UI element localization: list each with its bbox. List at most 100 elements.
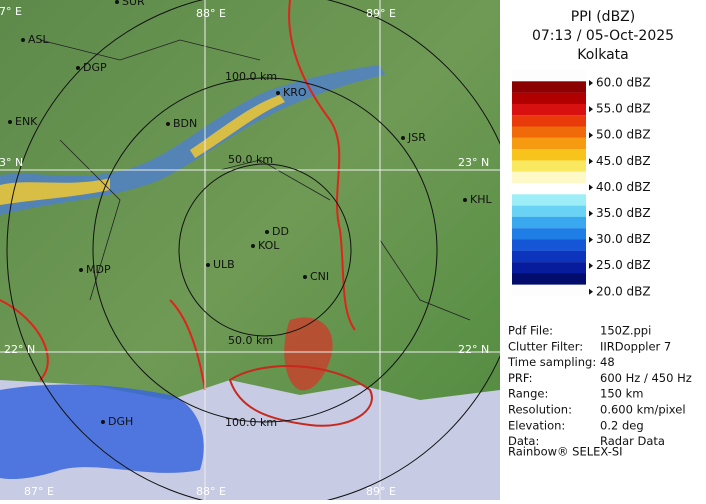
legend-arrow xyxy=(589,288,593,295)
grid-label: 22° N xyxy=(458,343,489,356)
info-panel: PPI (dBZ) 07:13 / 05-Oct-2025 Kolkata 60… xyxy=(500,0,706,500)
city-label: ASL xyxy=(28,33,50,46)
range-ring xyxy=(92,77,438,423)
info-value: Radar Data xyxy=(600,434,665,448)
city-dot xyxy=(115,0,119,4)
grid-label: 87° E xyxy=(24,485,54,498)
legend-label: 25.0 dBZ xyxy=(596,258,651,272)
grid-label: 89° E xyxy=(366,7,396,20)
city-label: DGP xyxy=(83,61,107,74)
city-dot xyxy=(21,38,25,42)
scale-band xyxy=(512,228,586,240)
info-key: Pdf File: xyxy=(508,324,553,338)
legend-label: 35.0 dBZ xyxy=(596,206,651,220)
scale-band xyxy=(512,92,586,104)
scale-band xyxy=(512,262,586,274)
echo-sea xyxy=(0,384,204,480)
ring-label: 100.0 km xyxy=(225,416,277,429)
legend-arrow xyxy=(589,158,593,165)
district-boundary xyxy=(39,39,471,321)
info-value: 600 Hz / 450 Hz xyxy=(600,371,692,385)
city-dot xyxy=(251,244,255,248)
footer: Rainbow® SELEX-SI xyxy=(508,445,623,459)
panel-title: PPI (dBZ) xyxy=(571,9,635,25)
scale-band xyxy=(512,273,586,285)
grid-label: 87° E xyxy=(0,5,22,18)
echo-core xyxy=(0,178,110,205)
city-label: DGH xyxy=(108,415,133,428)
grid-label: 88° E xyxy=(196,485,226,498)
info-value: 0.600 km/pixel xyxy=(600,403,686,417)
coastline xyxy=(228,365,373,427)
info-key: Clutter Filter: xyxy=(508,339,583,353)
echo-core xyxy=(284,317,333,391)
legend-arrow xyxy=(589,106,593,113)
legend-label: 55.0 dBZ xyxy=(596,102,651,116)
legend-arrow xyxy=(589,80,593,86)
info-key: Time sampling: xyxy=(507,355,596,369)
city-dot xyxy=(265,230,269,234)
legend-label: 20.0 dBZ xyxy=(596,284,651,298)
city-label: JSR xyxy=(407,131,426,144)
scale-band xyxy=(512,103,586,116)
info-table: Pdf File: 150Z.ppi Clutter Filter: IIRDoppl… xyxy=(507,324,692,449)
scale-band xyxy=(512,194,586,206)
city-dot xyxy=(166,122,170,126)
scale-band xyxy=(512,137,586,150)
scale-band xyxy=(512,250,586,263)
city-label: ULB xyxy=(213,258,235,271)
info-value: 48 xyxy=(600,355,615,369)
scale-band xyxy=(512,284,586,297)
city-dot xyxy=(463,198,467,202)
city-label: BDN xyxy=(173,117,197,130)
info-key: PRF: xyxy=(508,371,533,385)
city-label: KOL xyxy=(258,239,280,252)
ring-label: 50.0 km xyxy=(228,153,273,166)
scale-band xyxy=(512,216,586,229)
city-label: KRO xyxy=(283,86,307,99)
scale-band xyxy=(512,205,586,217)
legend-label: 45.0 dBZ xyxy=(596,154,651,168)
grid-label: 22° N xyxy=(4,343,35,356)
city-dot xyxy=(276,91,280,95)
city-dot xyxy=(79,268,83,272)
legend-arrow xyxy=(589,262,593,269)
grid-label: 23° N xyxy=(0,156,23,169)
echo-core xyxy=(190,95,285,158)
scale-band xyxy=(512,160,586,172)
city-dot xyxy=(401,136,405,140)
legend-label: 40.0 dBZ xyxy=(596,180,651,194)
legend-arrow xyxy=(589,184,593,191)
scale-band xyxy=(512,239,586,251)
scale-band xyxy=(512,70,586,82)
info-key: Range: xyxy=(508,387,548,401)
ring-label: 50.0 km xyxy=(228,334,273,347)
legend-label: 60.0 dBZ xyxy=(596,76,651,90)
scale-band xyxy=(512,149,586,161)
info-value: 150Z.ppi xyxy=(600,324,651,338)
scale-band xyxy=(512,115,586,127)
echo-band xyxy=(0,65,385,215)
city-dot xyxy=(303,275,307,279)
legend-label: 50.0 dBZ xyxy=(596,128,651,142)
grid-label: 23° N xyxy=(458,156,489,169)
legend-arrow xyxy=(589,132,593,139)
info-value: IIRDoppler 7 xyxy=(600,339,671,353)
range-ring xyxy=(178,163,352,337)
info-key: Data: xyxy=(508,434,539,448)
grid-label: 88° E xyxy=(196,7,226,20)
legend-arrow xyxy=(589,210,593,217)
scale-band xyxy=(512,81,586,93)
legend: 60.0 dBZ 55.0 dBZ 50.0 dBZ 45.0 dBZ 40.0 dBZ… xyxy=(589,76,651,298)
city-label: DD xyxy=(272,225,289,238)
panel-time: 07:13 / 05-Oct-2025 xyxy=(532,28,674,44)
city-dot xyxy=(8,120,12,124)
city-label: SUR xyxy=(122,0,145,8)
city-label: ENK xyxy=(15,115,38,128)
info-key: Elevation: xyxy=(508,418,565,432)
border xyxy=(0,299,206,391)
city-dot xyxy=(101,420,105,424)
